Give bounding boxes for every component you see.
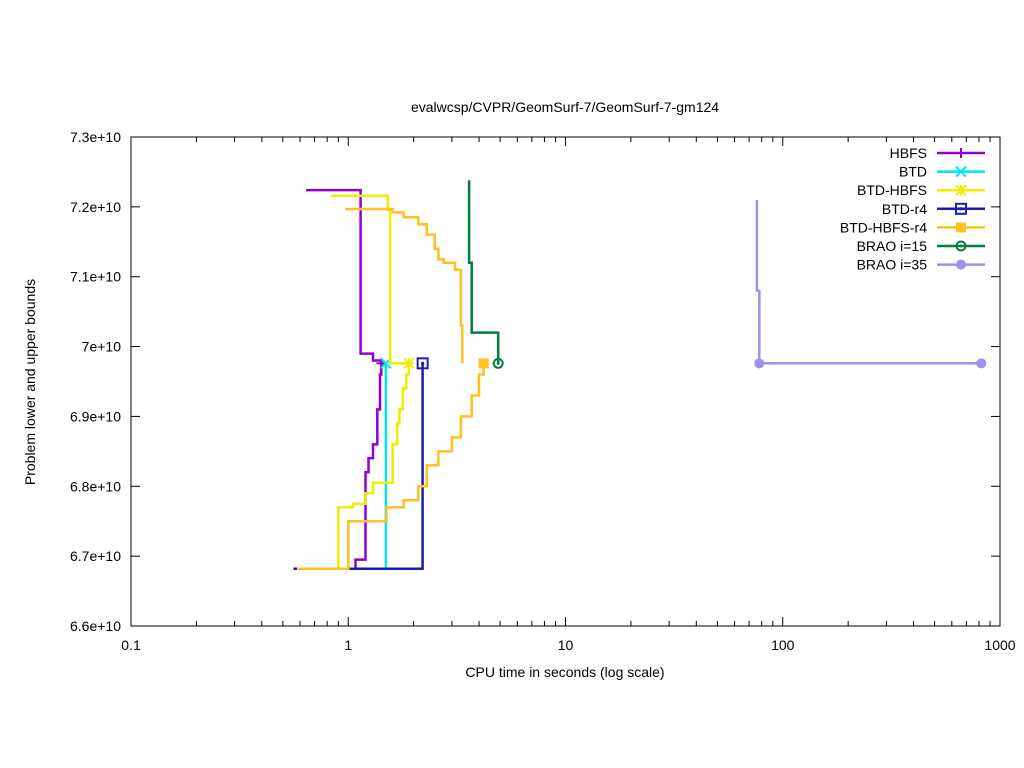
series-line-lower: [330, 363, 411, 570]
x-tick-label: 1: [344, 637, 352, 653]
series-line-lower: [296, 363, 485, 570]
x-tick-label: 1000: [984, 637, 1015, 653]
plot-frame: [130, 136, 1001, 627]
marker-shape: [955, 202, 967, 215]
x-axis: 0.1 1 10 100 1000: [121, 137, 1016, 653]
x-tick-label: 10: [558, 637, 574, 653]
series-brao-i-35: [754, 199, 987, 369]
series-btd-hbfs-r4: [296, 207, 489, 570]
legend-label: BTD-r4: [882, 201, 927, 217]
y-tick-label: 6.8e+10: [70, 478, 121, 494]
series-marker: [955, 184, 967, 196]
series-line-upper: [467, 180, 500, 364]
marker-shape: [956, 259, 966, 270]
y-axis-label: Problem lower and upper bounds: [22, 279, 38, 485]
legend-label: HBFS: [890, 145, 927, 161]
marker-shape: [955, 240, 967, 252]
marker-stroke: [403, 357, 415, 370]
chart-title: evalwcsp/CVPR/GeomSurf-7/GeomSurf-7-gm12…: [411, 99, 719, 115]
x-axis-label: CPU time in seconds (log scale): [465, 664, 664, 680]
y-tick-label: 7.2e+10: [70, 199, 121, 215]
y-axis: 6.6e+10 6.7e+10 6.8e+10 6.9e+10 7e+10 7.1e+10…: [70, 129, 1000, 634]
series-brao-i-15: [467, 180, 504, 369]
y-tick-label: 6.7e+10: [70, 548, 121, 564]
y-tick-label: 7e+10: [82, 339, 122, 355]
marker-stroke: [955, 184, 967, 196]
y-tick-label: 7.3e+10: [70, 129, 121, 145]
x-tick-label: 100: [771, 637, 795, 653]
series-marker: [754, 358, 765, 369]
marker-stroke: [955, 165, 967, 178]
series-hbfs: [306, 188, 387, 570]
series-line-upper: [755, 199, 982, 365]
series-marker: [956, 259, 966, 270]
marker-dot: [421, 361, 425, 365]
series-marker: [955, 202, 967, 215]
series-marker: [492, 357, 504, 369]
marker-dot: [959, 207, 963, 211]
series-marker: [416, 357, 429, 370]
marker-shape: [956, 222, 966, 233]
series-marker: [955, 165, 967, 178]
marker-shape: [478, 358, 489, 369]
series-marker: [956, 222, 966, 233]
series-marker: [956, 148, 966, 158]
marker-dot: [496, 361, 500, 365]
plot-border: [130, 136, 1001, 627]
series-marker: [403, 357, 415, 370]
legend-label: BRAO i=35: [857, 257, 928, 273]
marker-shape: [492, 357, 504, 369]
series-btd-r4: [293, 357, 429, 570]
series-btd: [380, 357, 392, 569]
y-tick-label: 7.1e+10: [70, 269, 121, 285]
legend-label: BTD-HBFS-r4: [840, 219, 927, 235]
marker-shape: [416, 357, 429, 370]
y-tick-label: 6.9e+10: [70, 408, 121, 424]
series-line-upper: [345, 207, 464, 364]
marker-shape: [976, 358, 987, 369]
x-tick-label: 0.1: [121, 637, 141, 653]
series-line-lower: [350, 363, 383, 570]
legend-label: BRAO i=15: [857, 238, 928, 254]
marker-dot: [959, 244, 963, 248]
series-marker: [955, 240, 967, 252]
marker-shape: [754, 358, 765, 369]
series-marker: [478, 358, 489, 369]
legend: HBFS BTD BTD-HBFS BTD-r4 BTD-HBFS-r4 BRAO i=1…: [840, 145, 985, 273]
y-tick-label: 6.6e+10: [70, 618, 121, 634]
series-marker: [976, 358, 987, 369]
legend-label: BTD: [899, 164, 927, 180]
series-btd-hbfs: [330, 194, 415, 570]
series-line-upper: [306, 188, 383, 364]
legend-label: BTD-HBFS: [857, 182, 927, 198]
series-layer: [293, 180, 987, 570]
series-line-upper: [330, 194, 409, 365]
